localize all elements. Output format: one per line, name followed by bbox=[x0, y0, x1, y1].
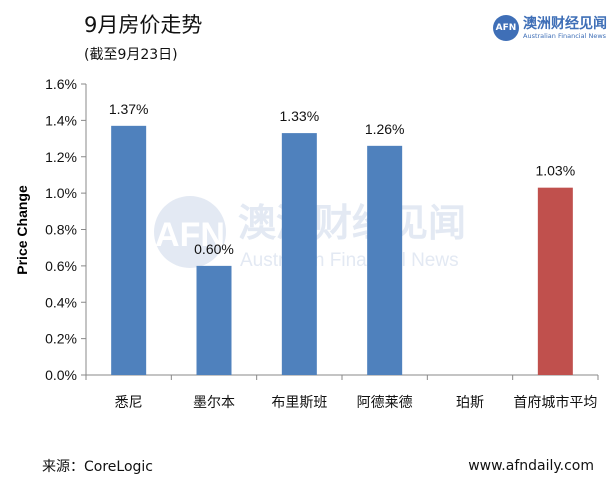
watermark-name-en: Australian Financial News bbox=[240, 250, 459, 271]
y-axis-label: Price Change bbox=[14, 185, 30, 275]
bar bbox=[281, 133, 317, 375]
watermark-name-cn: 澳洲财经见闻 bbox=[238, 201, 466, 245]
data-label: 0.60% bbox=[194, 241, 234, 257]
data-label: 1.37% bbox=[109, 101, 149, 117]
y-tick-label: 0.0% bbox=[45, 367, 77, 383]
data-label: 1.03% bbox=[535, 163, 575, 179]
bar bbox=[196, 265, 232, 375]
x-tick-label: 珀斯 bbox=[456, 395, 484, 411]
website-url: www.afndaily.com bbox=[468, 458, 594, 474]
y-tick-label: 1.2% bbox=[45, 149, 77, 165]
bar bbox=[367, 145, 403, 375]
y-tick-label: 1.6% bbox=[45, 76, 77, 92]
axes bbox=[81, 83, 599, 380]
afn-badge-icon: AFN bbox=[493, 15, 519, 41]
source-note: 来源：CoreLogic bbox=[42, 459, 153, 475]
chart-subtitle: (截至9月23日) bbox=[84, 47, 178, 63]
bars bbox=[111, 125, 573, 375]
y-tick-label: 0.8% bbox=[45, 222, 77, 238]
x-tick-label: 悉尼 bbox=[115, 395, 143, 411]
x-tick-label: 布里斯班 bbox=[271, 395, 327, 411]
x-tick-label: 墨尔本 bbox=[193, 395, 235, 411]
afn-logo: AFN 澳洲财经见闻 Australian Financial News bbox=[493, 12, 607, 44]
bar bbox=[111, 125, 147, 375]
labels: 0.0% 0.2% 0.4% 0.6% 0.8% 1.0% 1.2% 1.4% 1.6% 悉尼 1.… bbox=[45, 76, 597, 411]
x-tick-label: 阿德莱德 bbox=[357, 395, 413, 411]
y-tick-label: 1.4% bbox=[45, 112, 77, 128]
y-tick-label: 0.6% bbox=[45, 258, 77, 274]
logo-name-en: Australian Financial News bbox=[523, 32, 607, 40]
y-tick-label: 0.4% bbox=[45, 294, 77, 310]
data-label: 1.33% bbox=[279, 108, 319, 124]
watermark-badge: AFN bbox=[155, 216, 225, 254]
data-label: 1.26% bbox=[365, 121, 405, 137]
logo-name-cn: 澳洲财经见闻 bbox=[523, 16, 607, 32]
bar bbox=[537, 187, 573, 375]
chart-title: 9月房价走势 bbox=[84, 13, 203, 37]
y-tick-label: 1.0% bbox=[45, 185, 77, 201]
x-tick-label: 首府城市平均 bbox=[513, 394, 597, 411]
y-tick-label: 0.2% bbox=[45, 331, 77, 347]
watermark-circle-icon bbox=[154, 196, 226, 268]
